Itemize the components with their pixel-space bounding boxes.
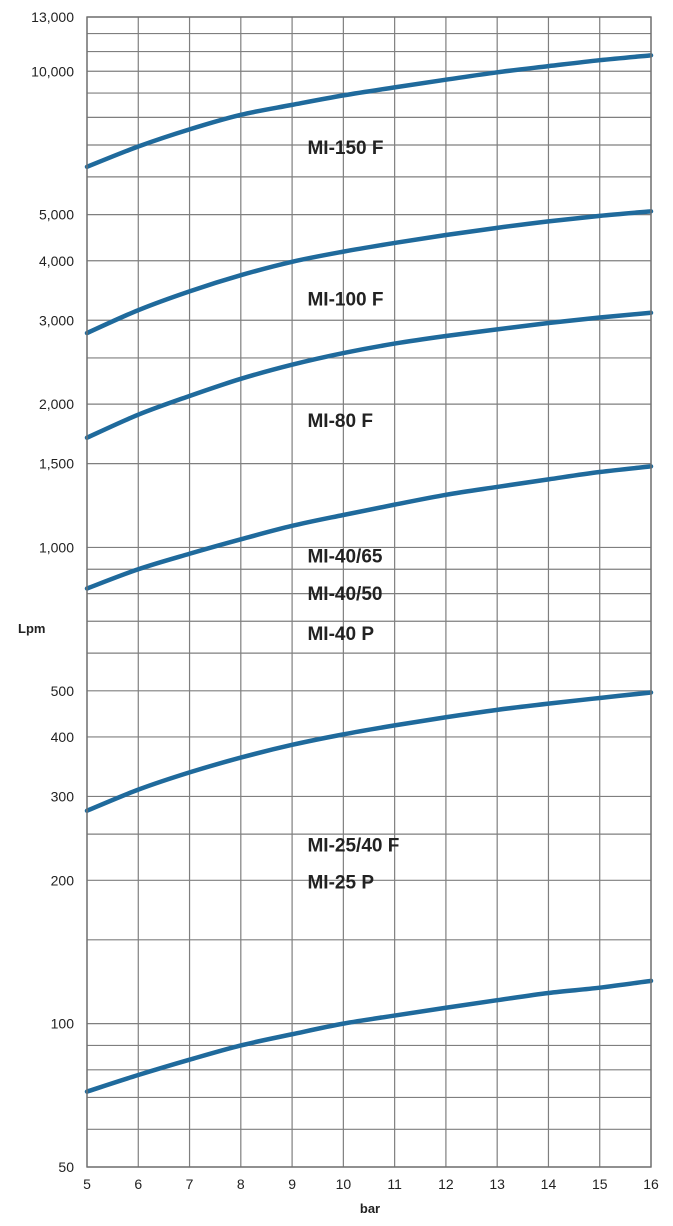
y-tick-label: 4,000 [39,253,74,269]
y-tick-labels: 50 100 200 300 400 500 1,000 1,500 2,000 3,000 4,0… [31,9,74,1175]
series-line-5 [84,690,654,813]
x-tick-label: 13 [489,1176,505,1192]
x-tick-label: 5 [83,1176,91,1192]
series-annotation: MI-25 P [307,873,374,894]
plot-border [86,16,652,1168]
y-tick-label: 200 [51,872,75,888]
x-tick-label: 12 [438,1176,454,1192]
y-tick-label: 400 [51,729,75,745]
y-tick-label: 10,000 [31,63,74,79]
x-tick-label: 7 [186,1176,194,1192]
series-annotation: MI-100 F [307,290,383,311]
series-annotation: MI-40 P [307,624,374,645]
series-line-6 [84,978,654,1094]
plot-frame [86,16,652,1168]
y-tick-label: 50 [58,1159,74,1175]
x-tick-label: 9 [288,1176,296,1192]
y-tick-label: 1,000 [39,539,74,555]
x-tick-label: 11 [387,1176,402,1192]
x-tick-label: 10 [336,1176,352,1192]
series-line-3 [84,310,654,440]
y-tick-label: 3,000 [39,312,74,328]
series-line-1 [84,53,654,170]
y-tick-label: 5,000 [39,207,74,223]
y-tick-label: 13,000 [31,9,74,25]
x-tick-label: 15 [592,1176,608,1192]
series-annotation: MI-25/40 F [307,835,399,856]
y-axis-label: Lpm [18,621,45,636]
y-tick-label: 1,500 [39,456,74,472]
series-annotation: MI-80 F [307,411,372,432]
series-annotation: MI-40/50 [307,584,382,605]
x-tick-label: 14 [541,1176,557,1192]
series-annotation: MI-40/65 [307,546,382,567]
y-tick-label: 500 [51,683,75,699]
x-tick-label: 16 [643,1176,659,1192]
x-tick-label: 6 [134,1176,142,1192]
y-tick-label: 100 [51,1016,75,1032]
x-tick-label: 8 [237,1176,245,1192]
y-tick-label: 2,000 [39,396,74,412]
series-line-4 [84,464,654,591]
x-tick-labels: 5 6 7 8 9 10 11 12 13 14 15 16 [83,1176,659,1192]
x-axis-label: bar [360,1201,380,1216]
series-group [84,53,654,1094]
y-tick-label: 300 [51,788,75,804]
series-line-2 [84,209,654,336]
series-annotation: MI-150 F [307,138,383,159]
annotations: MI-150 F MI-100 F MI-80 F MI-40/65 MI-40/50 M… [307,138,399,894]
